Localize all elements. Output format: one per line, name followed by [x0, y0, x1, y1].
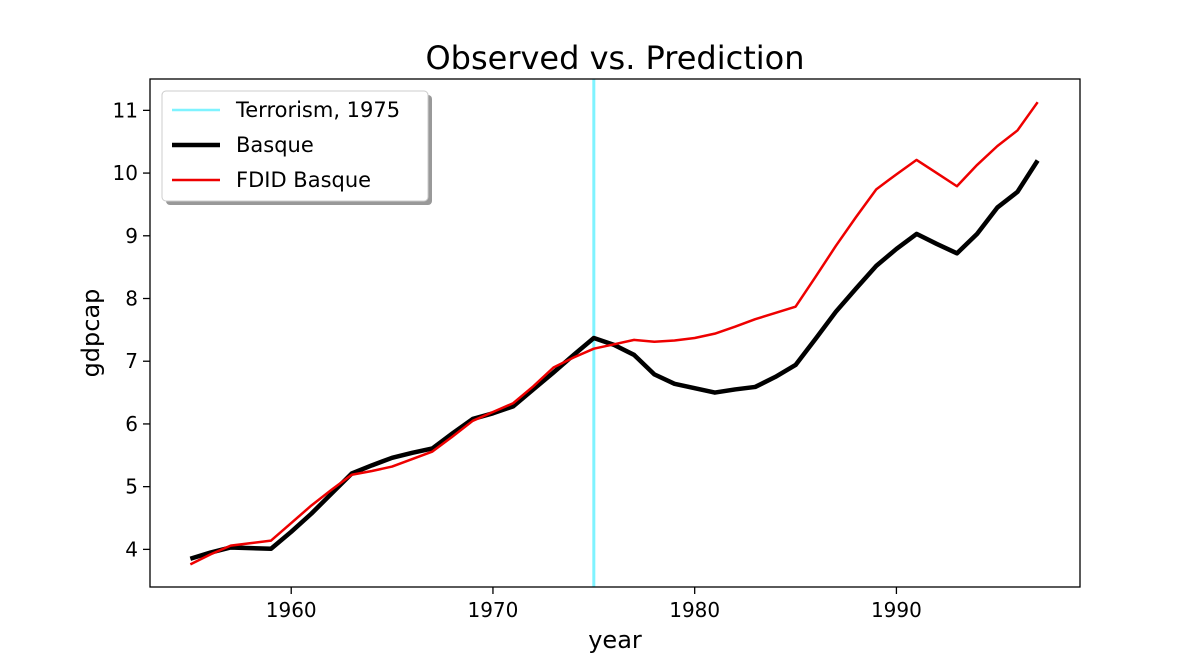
y-tick-label: 10 — [113, 161, 138, 185]
y-axis-ticks: 4 5 6 7 8 9 10 11 — [113, 98, 150, 561]
y-tick-label: 5 — [125, 475, 138, 499]
chart-title: Observed vs. Prediction — [425, 39, 804, 77]
y-tick-label: 7 — [125, 349, 138, 373]
x-tick-label: 1960 — [266, 598, 317, 622]
y-tick-label: 4 — [125, 537, 138, 561]
legend: Terrorism, 1975 Basque FDID Basque — [161, 90, 432, 205]
plot-frame — [149, 78, 1081, 588]
x-axis-ticks: 1960 1970 1980 1990 — [266, 587, 922, 622]
y-tick-label: 6 — [125, 412, 138, 436]
series-line-basque — [189, 159, 1040, 561]
x-tick-label: 1990 — [871, 598, 922, 622]
y-tick-label: 11 — [113, 98, 138, 122]
legend-label-vline: Terrorism, 1975 — [235, 98, 400, 122]
legend-box — [161, 90, 429, 202]
series-line-fdid-basque — [189, 101, 1039, 566]
plot-area — [189, 79, 1040, 587]
x-tick-label: 1970 — [467, 598, 518, 622]
y-tick-label: 8 — [125, 287, 138, 311]
legend-label-fdid-basque: FDID Basque — [236, 168, 371, 192]
x-tick-label: 1980 — [669, 598, 720, 622]
x-axis-label: year — [588, 626, 642, 654]
legend-label-basque: Basque — [236, 133, 314, 157]
y-axis-label: gdpcap — [77, 289, 105, 378]
y-tick-label: 9 — [125, 224, 138, 248]
